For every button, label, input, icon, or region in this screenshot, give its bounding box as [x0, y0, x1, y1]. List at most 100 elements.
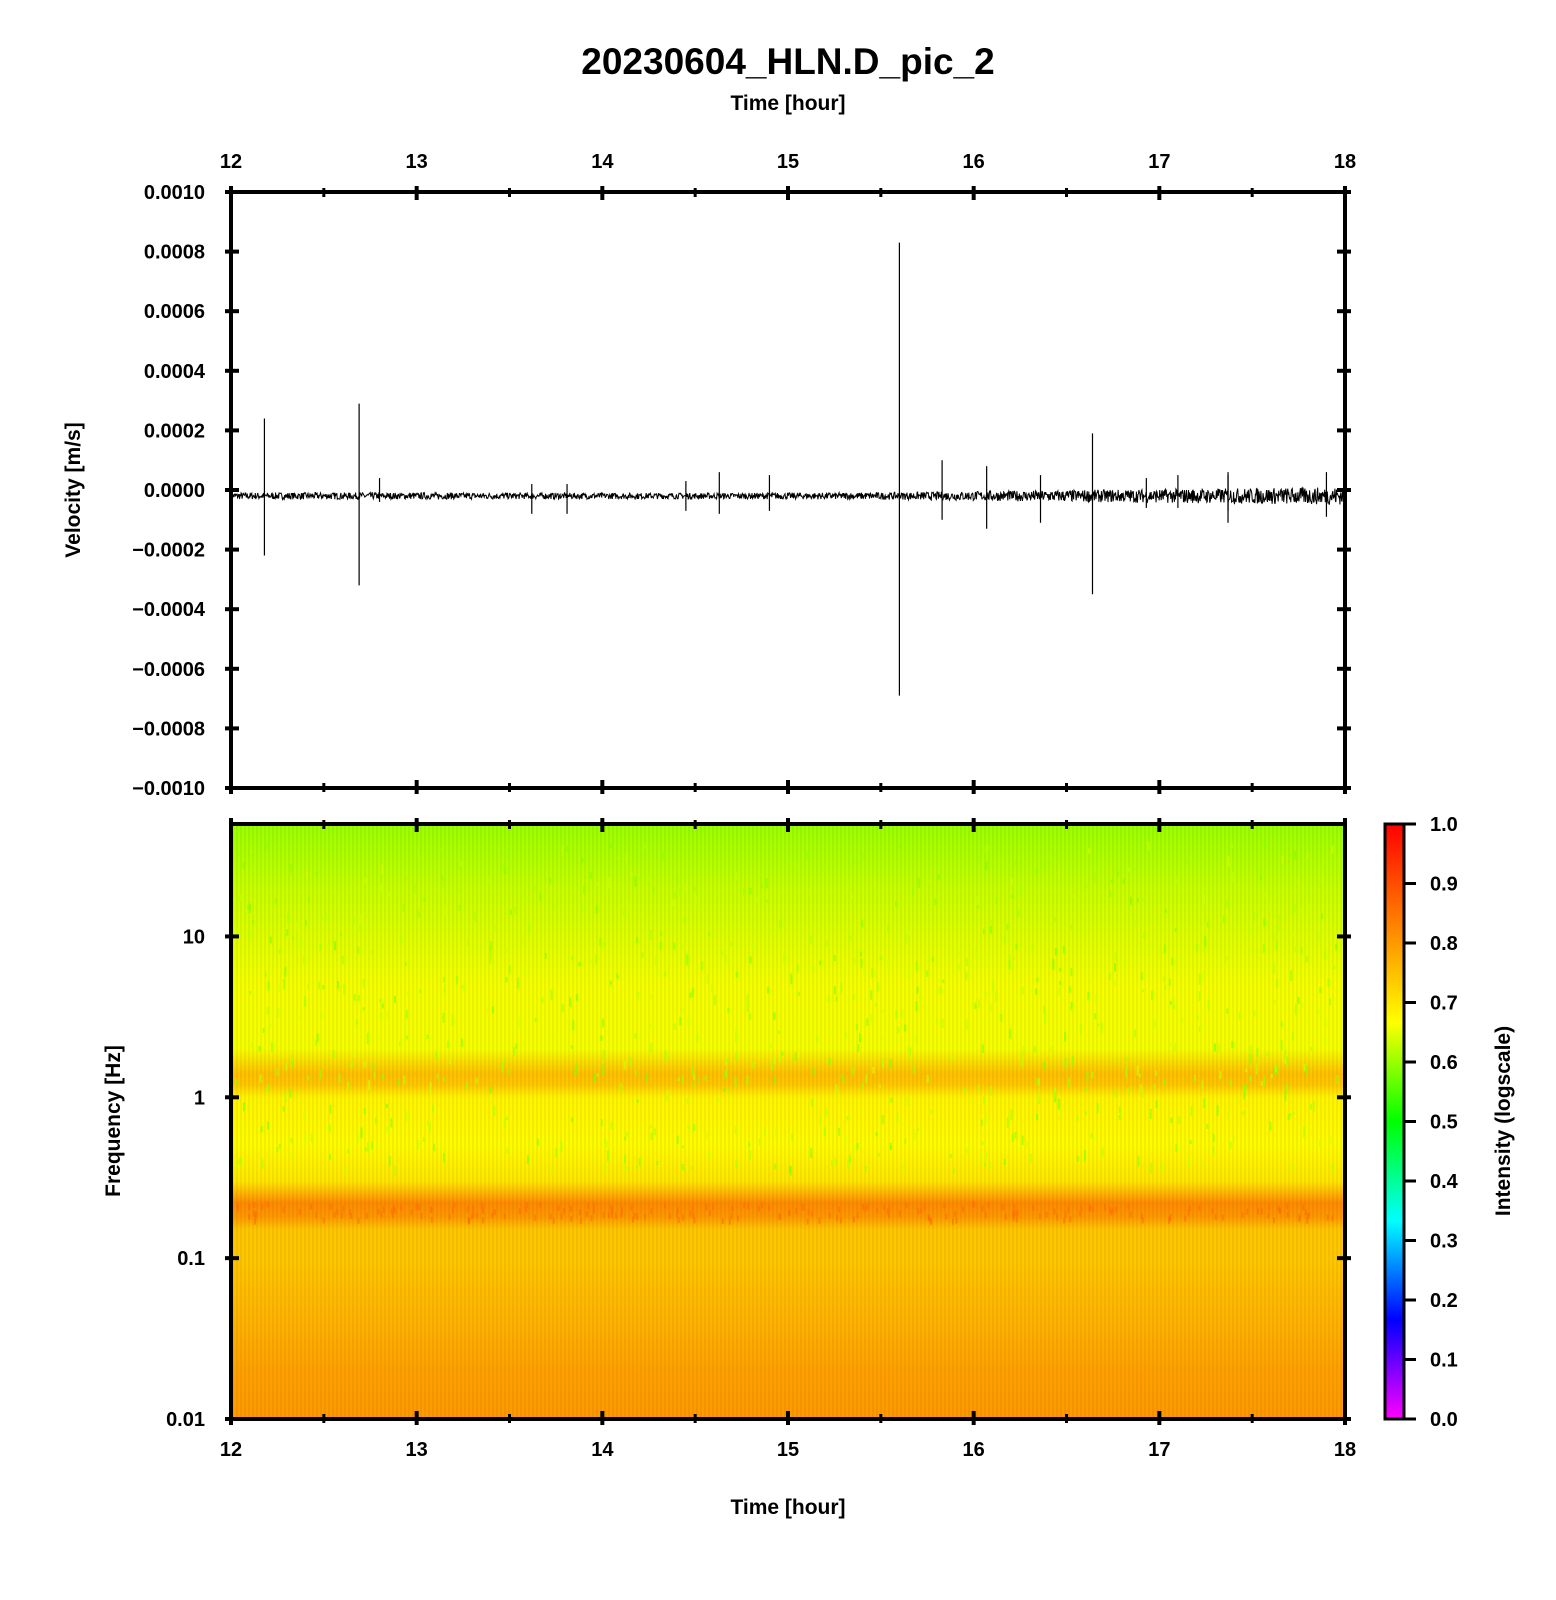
top-x-tick-label: 15 — [777, 151, 799, 173]
spectrogram-speckle-cell — [681, 1074, 684, 1084]
spectrogram-speckle-cell — [1201, 1161, 1204, 1165]
spectrogram-speckle-cell — [909, 1047, 912, 1056]
spectrogram-speckle-cell — [629, 901, 632, 912]
spectrogram-speckle-cell — [342, 1205, 345, 1212]
spectrogram-speckle-cell — [560, 1141, 563, 1153]
spectrogram-speckle-cell — [1207, 1000, 1210, 1010]
spectrogram-speckle-cell — [981, 1141, 984, 1145]
spectrogram-speckle-cell — [1291, 1032, 1294, 1041]
spectrogram-speckle-cell — [310, 1133, 313, 1143]
spectrogram-speckle-cell — [1021, 1135, 1024, 1145]
spectrogram-speckle-cell — [539, 1201, 542, 1208]
spectrogram-speckle-cell — [1064, 1031, 1066, 1042]
spectrogram-speckle-cell — [282, 1206, 285, 1213]
spectrogram-speckle-cell — [1058, 869, 1060, 878]
spectrogram-speckle-cell — [774, 1077, 777, 1085]
spectrogram-speckle-cell — [638, 1158, 641, 1166]
spectrogram-speckle-cell — [895, 901, 897, 907]
spectrogram-speckle-cell — [1266, 1051, 1269, 1056]
spectrogram-speckle-cell — [611, 1212, 613, 1218]
colorbar-tick-label: 0.1 — [1430, 1350, 1458, 1372]
spectrogram-speckle-cell — [262, 1028, 265, 1033]
spectrogram-speckle-cell — [984, 1211, 987, 1218]
spectrogram-speckle-cell — [840, 1074, 843, 1080]
spectrogram-speckle-cell — [489, 945, 492, 954]
spectrogram-speckle-cell — [875, 1132, 878, 1137]
spectrogram-speckle-cell — [809, 935, 812, 944]
spectrogram-speckle-cell — [602, 1064, 605, 1075]
spectrogram-speckle-cell — [767, 987, 770, 994]
spectrogram-speckle-cell — [593, 1202, 595, 1209]
spectrogram-speckle-cell — [238, 894, 241, 903]
spectrogram-speckle-cell — [1307, 893, 1310, 898]
spectrogram-speckle-cell — [676, 1207, 679, 1213]
spectrogram-speckle-cell — [915, 961, 918, 972]
spectrogram-speckle-cell — [1058, 1098, 1060, 1110]
spectrogram-speckle-cell — [1011, 878, 1013, 885]
spectrogram-speckle-cell — [539, 892, 542, 901]
spectrogram-speckle-cell — [1284, 1091, 1287, 1101]
spectrogram-speckle-cell — [617, 974, 619, 979]
spectrogram-speckle-cell — [507, 1069, 510, 1075]
spectrogram-speckle-cell — [253, 1210, 256, 1217]
spectrogram-speckle-cell — [1333, 965, 1336, 970]
spectrogram-speckle-cell — [284, 972, 287, 978]
spectrogram-speckle-cell — [1287, 1114, 1290, 1120]
spectrogram-speckle-cell — [734, 1126, 737, 1134]
spectrogram-speckle-cell — [839, 1217, 842, 1224]
spectrogram-speckle-cell — [912, 1065, 915, 1075]
spectrogram-speckle-cell — [844, 961, 846, 967]
spectrogram-speckle-cell — [1008, 954, 1011, 962]
spectrogram-speckle-cell — [778, 1213, 781, 1220]
spectrogram-speckle-cell — [552, 1217, 555, 1224]
spectrogram-speckle-cell — [728, 1089, 731, 1094]
spectrogram-speckle-cell — [403, 1075, 406, 1085]
spectrogram-speckle-cell — [930, 1109, 933, 1115]
spectrogram-speckle-cell — [743, 1202, 746, 1209]
spectrogram-speckle-cell — [864, 1205, 867, 1212]
spectrogram-speckle-cell — [271, 1042, 273, 1052]
spectrogram-speckle-cell — [503, 1118, 506, 1128]
spectrogram-speckle-cell — [1241, 1211, 1244, 1218]
spectrogram-speckle-cell — [368, 1080, 371, 1091]
spectrogram-speckle-cell — [1143, 933, 1146, 939]
spectrogram-speckle-cell — [1003, 936, 1006, 944]
spectrogram-speckle-cell — [645, 1073, 648, 1082]
spectrogram-speckle-cell — [1317, 877, 1320, 888]
spectrogram-speckle-cell — [1137, 1156, 1140, 1167]
spectrogram-speckle-cell — [887, 924, 890, 932]
spectrogram-speckle-cell — [1052, 959, 1055, 970]
spectrogram-speckle-cell — [1255, 1063, 1258, 1075]
spectrogram-speckle-cell — [1043, 860, 1046, 870]
spectrogram-speckle-cell — [287, 935, 290, 939]
spectrogram-speckle-cell — [630, 872, 633, 878]
spectrogram-speckle-cell — [836, 1214, 839, 1221]
spectrogram-speckle-cell — [917, 1127, 919, 1131]
spectrogram-speckle-cell — [1187, 1157, 1190, 1168]
spectrogram-speckle-cell — [253, 1202, 256, 1208]
spectrogram-speckle-cell — [1114, 1089, 1117, 1098]
spectrogram-speckle-cell — [735, 1028, 738, 1033]
spectrogram-speckle-cell — [1290, 970, 1293, 981]
spectrogram-speckle-cell — [937, 987, 940, 996]
spectrogram-speckle-cell — [636, 1213, 639, 1220]
spectrogram-speckle-cell — [248, 929, 251, 940]
spectrogram-speckle-cell — [641, 952, 644, 958]
spectrogram-speckle-cell — [461, 985, 464, 989]
spectrogram-speckle-cell — [926, 1075, 929, 1083]
spectrogram-speckle-cell — [974, 1005, 977, 1009]
spectrogram-speckle-cell — [1163, 976, 1165, 983]
spectrogram-speckle-cell — [1063, 1217, 1066, 1224]
spectrogram-speckle-cell — [637, 991, 639, 999]
spectrogram-speckle-cell — [1047, 880, 1050, 885]
spectrogram-speckle-cell — [935, 1018, 938, 1025]
spectrogram-speckle-cell — [713, 995, 716, 1006]
spectrogram-speckle-cell — [1140, 1213, 1143, 1220]
spectrogram-speckle-cell — [958, 963, 961, 970]
spectrogram-speckle-cell — [603, 942, 606, 947]
spectrogram-speckle-cell — [911, 887, 914, 897]
spectrogram-speckle-cell — [872, 1066, 875, 1074]
spectrogram-speckle-cell — [857, 1044, 860, 1052]
spectrogram-speckle-cell — [375, 1117, 377, 1125]
spectrogram-speckle-cell — [528, 922, 531, 934]
